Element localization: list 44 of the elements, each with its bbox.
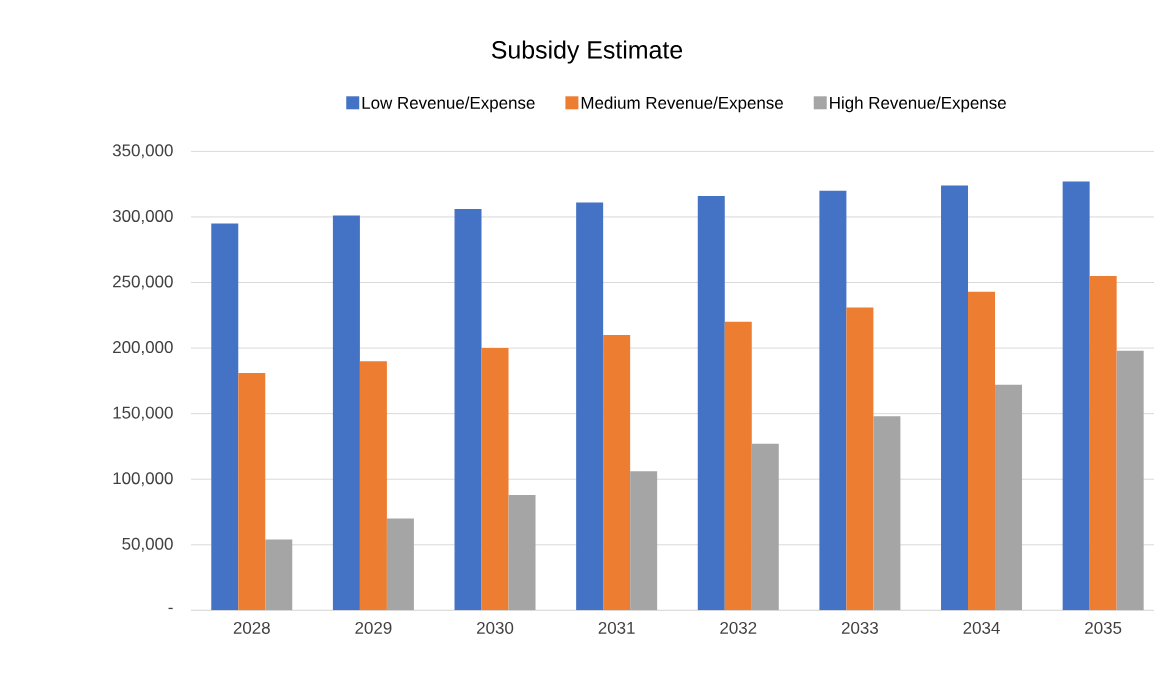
x-tick-label: 2030	[477, 621, 514, 634]
x-tick-label: 2033	[841, 621, 878, 634]
bar	[454, 209, 482, 611]
y-tick-label: 250,000	[113, 275, 173, 290]
bar	[873, 416, 901, 611]
y-tick-label: 100,000	[113, 472, 173, 487]
bar	[603, 334, 631, 611]
y-tick-label: 150,000	[113, 406, 173, 421]
bar	[508, 494, 536, 611]
legend-label: Medium Revenue/Expense	[581, 96, 783, 113]
bar	[724, 321, 752, 611]
x-tick-label: 2029	[355, 621, 392, 634]
y-tick-label: -	[168, 607, 173, 610]
bar	[576, 202, 604, 611]
bar	[1062, 181, 1090, 611]
bar	[386, 518, 414, 611]
bar	[265, 539, 293, 611]
bar	[1116, 350, 1144, 611]
bar	[332, 215, 360, 611]
legend-label: High Revenue/Expense	[830, 96, 1006, 113]
x-tick-label: 2032	[720, 621, 757, 634]
x-tick-label: 2028	[233, 621, 270, 634]
x-tick-label: 2031	[598, 621, 635, 634]
bar	[238, 373, 266, 611]
bar	[359, 361, 387, 611]
bar	[819, 190, 847, 611]
bar	[697, 195, 725, 611]
bar	[1089, 275, 1117, 611]
y-tick-label: 350,000	[112, 144, 173, 159]
x-tick-label: 2035	[1085, 621, 1122, 634]
y-tick-label: 300,000	[112, 209, 173, 224]
bar	[995, 384, 1023, 611]
chart-title: Subsidy Estimate	[491, 40, 683, 64]
bar	[846, 307, 874, 611]
legend-label: Low Revenue/Expense	[362, 96, 535, 113]
bar	[968, 291, 996, 611]
bar	[751, 443, 779, 611]
y-tick-label: 50,000	[122, 537, 173, 552]
bar	[630, 471, 658, 611]
y-tick-label: 200,000	[113, 341, 173, 356]
bar	[481, 348, 509, 611]
x-tick-label: 2034	[963, 621, 1000, 634]
bar	[941, 185, 969, 611]
bar	[211, 223, 239, 611]
